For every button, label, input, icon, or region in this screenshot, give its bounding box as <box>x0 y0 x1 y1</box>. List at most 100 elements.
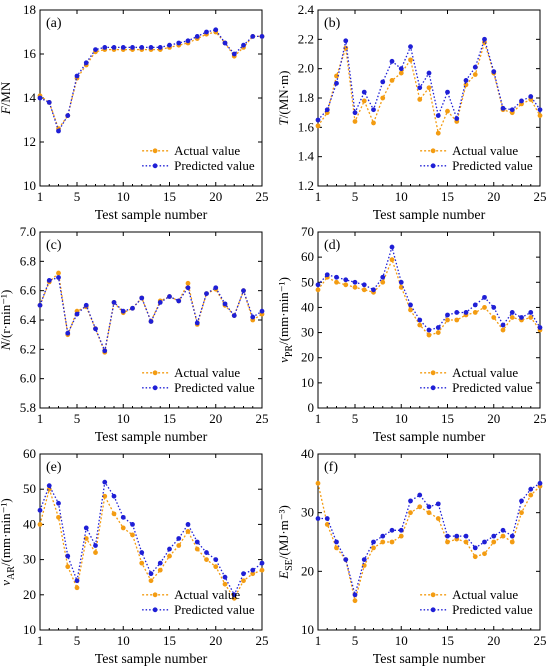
data-point <box>509 310 515 315</box>
data-point <box>500 527 506 533</box>
data-point <box>213 564 219 570</box>
data-point <box>352 279 358 285</box>
x-tick-label: 15 <box>441 411 454 426</box>
data-point <box>176 536 182 541</box>
x-tick-label: 15 <box>163 189 176 204</box>
data-point <box>324 516 330 521</box>
x-axis-label: Test sample number <box>95 430 208 445</box>
data-point <box>343 282 349 288</box>
x-tick-label: 25 <box>534 633 547 648</box>
y-tick-label: 20 <box>23 587 36 602</box>
y-axis-label-symbol: E <box>276 571 291 580</box>
data-point <box>435 325 441 330</box>
series-line <box>317 244 541 331</box>
data-point <box>102 348 108 354</box>
data-point <box>185 522 191 527</box>
data-point <box>185 280 191 286</box>
data-point <box>398 527 404 533</box>
x-tick-label: 10 <box>117 411 130 426</box>
data-point <box>315 287 321 293</box>
data-point <box>176 298 182 304</box>
data-point <box>204 550 209 555</box>
y-tick-label: 18 <box>23 2 36 17</box>
data-point <box>454 310 460 315</box>
x-tick-label: 5 <box>352 633 359 648</box>
data-point <box>148 578 154 584</box>
data-point <box>352 598 358 604</box>
data-point <box>472 72 478 77</box>
data-point <box>408 44 413 50</box>
data-point <box>445 312 450 318</box>
x-tick-label: 15 <box>163 411 176 426</box>
data-point <box>65 553 71 559</box>
data-point <box>491 539 497 545</box>
data-point <box>380 95 386 101</box>
data-point <box>389 244 395 250</box>
panel-label: (a) <box>46 16 62 31</box>
data-point <box>65 113 71 118</box>
y-tick-label: 2.2 <box>298 31 314 46</box>
x-axis-label: Test sample number <box>95 208 208 223</box>
x-tick-label: 10 <box>117 189 130 204</box>
x-tick-label: 5 <box>352 411 359 426</box>
data-point <box>343 557 349 562</box>
x-tick-label: 25 <box>256 411 269 426</box>
data-point <box>334 279 339 285</box>
data-point <box>389 257 395 263</box>
data-point <box>102 45 108 50</box>
data-point <box>519 498 524 504</box>
data-point <box>528 310 534 315</box>
data-point <box>519 315 524 320</box>
data-point <box>352 119 358 124</box>
legend-marker <box>152 148 158 154</box>
data-point <box>408 302 413 308</box>
series-line <box>317 37 541 121</box>
data-point <box>194 34 200 39</box>
x-tick-label: 20 <box>487 633 500 648</box>
legend-marker <box>152 607 158 613</box>
y-tick-label: 6.2 <box>20 341 36 356</box>
y-tick-label: 14 <box>23 90 37 105</box>
data-point <box>528 486 534 492</box>
data-point <box>259 34 265 39</box>
data-point <box>213 285 219 291</box>
data-point <box>361 282 367 288</box>
data-point <box>500 105 506 111</box>
y-tick-label: 30 <box>301 325 314 340</box>
series-line <box>39 29 262 133</box>
y-tick-label: 7.0 <box>20 224 36 239</box>
data-point <box>398 279 404 285</box>
data-point <box>482 294 487 300</box>
data-point <box>454 533 460 539</box>
data-point <box>194 546 200 552</box>
data-point <box>111 45 117 50</box>
data-point <box>315 117 321 123</box>
panel-label: (e) <box>46 460 62 475</box>
x-tick-label: 20 <box>487 189 500 204</box>
panel-label: (c) <box>46 238 62 253</box>
data-point <box>74 578 80 584</box>
data-point <box>519 510 524 516</box>
y-axis-label-unit: /(r·min⁻¹) <box>0 290 13 342</box>
data-point <box>194 539 200 545</box>
y-tick-label: 40 <box>301 446 314 461</box>
data-point <box>315 480 321 486</box>
data-point <box>380 279 386 285</box>
data-point <box>185 285 191 291</box>
y-tick-label: 20 <box>301 350 314 365</box>
data-point <box>65 564 71 570</box>
data-point <box>324 272 330 278</box>
data-point <box>120 308 126 314</box>
data-point <box>463 539 469 545</box>
data-point <box>426 327 432 333</box>
series-line <box>39 271 263 355</box>
data-point <box>56 128 61 134</box>
data-point <box>482 305 487 310</box>
data-point <box>139 560 145 566</box>
x-tick-label: 15 <box>441 189 454 204</box>
data-point <box>445 89 450 95</box>
data-point <box>426 85 432 91</box>
